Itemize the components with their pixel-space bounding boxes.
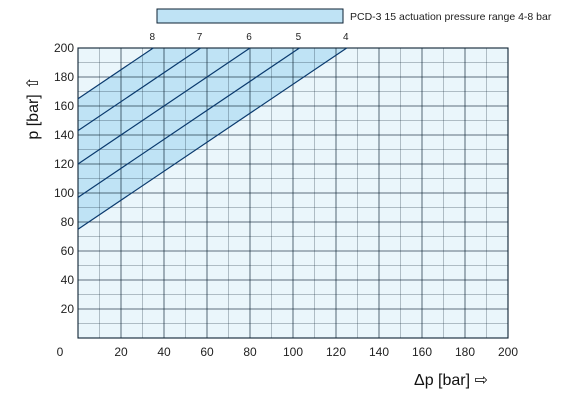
plot-frame (77, 47, 509, 339)
x-tick-label: 200 (498, 345, 518, 359)
y-axis-label: p [bar] ⇧ (25, 76, 42, 139)
y-tick-labels: 20 40 60 80 100 120 140 160 180 200 (54, 41, 74, 316)
x-tick-label: 180 (455, 345, 475, 359)
series-label-7: 7 (197, 32, 203, 43)
series-label-6: 6 (246, 32, 252, 43)
series-label-8: 8 (149, 32, 155, 43)
x-tick-labels: 0 20 40 60 80 100 120 140 160 180 200 (57, 345, 519, 359)
series-line-6 (77, 47, 251, 165)
legend-swatch (156, 8, 344, 24)
grid (77, 47, 509, 339)
x-tick-label: 80 (243, 345, 257, 359)
series-label-4: 4 (343, 32, 349, 43)
y-tick-label: 40 (61, 273, 75, 287)
y-tick-label: 80 (61, 215, 75, 229)
y-tick-label: 200 (54, 41, 74, 55)
y-tick-label: 180 (54, 70, 74, 84)
y-tick-label: 100 (54, 186, 74, 200)
series-line-7 (77, 47, 201, 132)
y-tick-label: 20 (61, 302, 75, 316)
series-label-5: 5 (296, 32, 302, 43)
legend-label: PCD-3 15 actuation pressure range 4-8 ba… (350, 11, 552, 23)
x-tick-label: 0 (57, 345, 64, 359)
y-tick-label: 160 (54, 99, 74, 113)
x-tick-label: 100 (283, 345, 303, 359)
x-tick-label: 140 (369, 345, 389, 359)
x-tick-label: 120 (326, 345, 346, 359)
series-labels: 8 7 6 5 4 (149, 32, 349, 43)
x-tick-label: 40 (157, 345, 171, 359)
y-tick-label: 60 (61, 244, 75, 258)
x-axis-label: Δp [bar] ⇨ (414, 372, 488, 389)
x-tick-label: 20 (114, 345, 128, 359)
y-tick-label: 140 (54, 128, 74, 142)
series-line-8 (77, 47, 154, 100)
y-tick-label: 120 (54, 157, 74, 171)
x-tick-label: 160 (412, 345, 432, 359)
x-tick-label: 60 (200, 345, 214, 359)
series-lines (77, 47, 348, 230)
series-line-5 (77, 47, 300, 198)
series-line-4 (77, 47, 348, 230)
